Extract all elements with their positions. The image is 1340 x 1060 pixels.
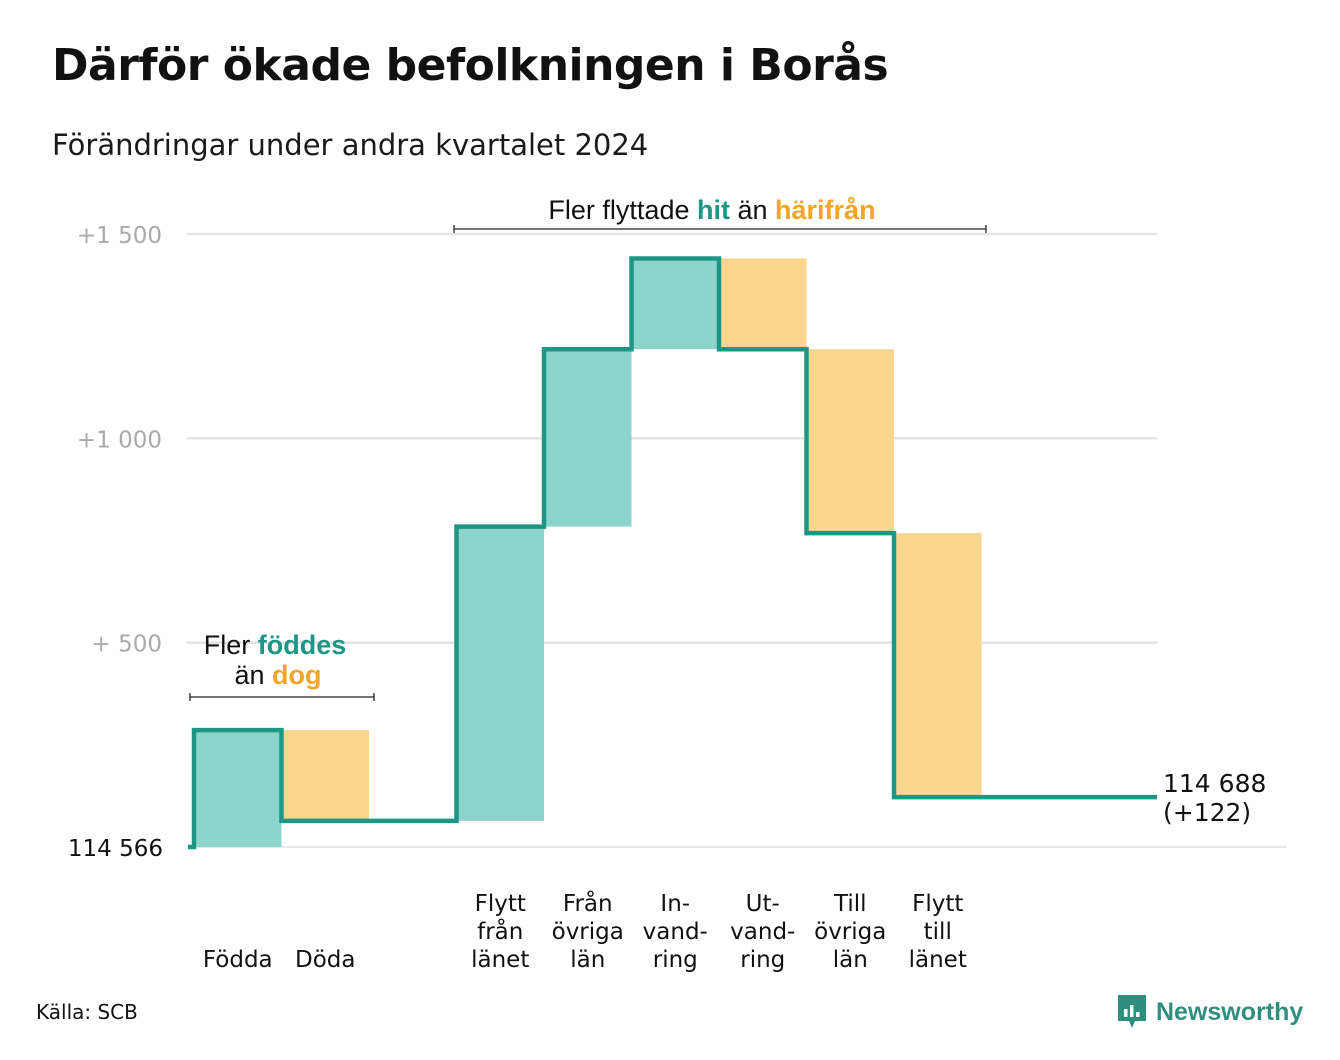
- waterfall-bar: [194, 730, 282, 847]
- x-category-label: Födda: [203, 947, 273, 973]
- annotation-births-bracket: [189, 693, 375, 701]
- x-category-label: Till: [833, 891, 867, 917]
- brand-name: Newsworthy: [1156, 997, 1304, 1026]
- x-category-label: In-: [660, 891, 690, 917]
- y-tick-label: +1 500: [77, 223, 162, 249]
- cumulative-step-line: [188, 256, 1157, 850]
- x-category-label: övriga: [552, 919, 624, 945]
- annotation-births-line1: Fler föddes: [204, 630, 347, 660]
- annotation-migration-line: Fler flyttade hit än härifrån: [548, 195, 875, 225]
- x-category-label: övriga: [814, 919, 886, 945]
- x-category-label: Ut-: [746, 891, 780, 917]
- x-category-label: länet: [471, 947, 529, 973]
- x-category-label: till: [924, 919, 952, 945]
- waterfall-bar: [806, 349, 894, 534]
- end-change-label: (+122): [1163, 798, 1251, 827]
- chart-subtitle: Förändringar under andra kvartalet 2024: [52, 128, 649, 162]
- x-category-label: Döda: [295, 947, 355, 973]
- x-category-label: vand-: [643, 919, 708, 945]
- y-tick-label: +1 000: [77, 427, 162, 453]
- x-category-label: län: [570, 947, 605, 973]
- annotation-migration-bracket: [453, 225, 987, 233]
- y-tick-label: + 500: [92, 632, 162, 658]
- x-category-label: Flytt: [475, 891, 526, 917]
- waterfall-bar: [894, 533, 982, 798]
- x-category-label: länet: [909, 947, 967, 973]
- newsworthy-logo-icon: [1118, 995, 1146, 1028]
- source-note: Källa: SCB: [36, 1000, 138, 1024]
- x-category-label: ring: [653, 947, 698, 973]
- end-value-label: 114 688: [1163, 769, 1266, 798]
- waterfall-bar: [281, 730, 369, 821]
- annotation-births-line2: än dog: [234, 660, 321, 690]
- waterfall-bar: [719, 258, 807, 350]
- start-value-label: 114 566: [68, 836, 163, 862]
- x-category-label: vand-: [730, 919, 795, 945]
- waterfall-bar: [456, 526, 544, 821]
- x-category-label: län: [833, 947, 868, 973]
- x-category-label: ring: [740, 947, 785, 973]
- waterfall-bar: [544, 349, 632, 527]
- newsworthy-logo: Newsworthy: [1116, 992, 1303, 1032]
- x-category-label: Flytt: [912, 891, 963, 917]
- x-category-label: från: [477, 917, 523, 945]
- waterfall-bar: [631, 258, 719, 350]
- chart-title: Därför ökade befolkningen i Borås: [52, 40, 889, 91]
- x-category-label: Från: [563, 889, 613, 917]
